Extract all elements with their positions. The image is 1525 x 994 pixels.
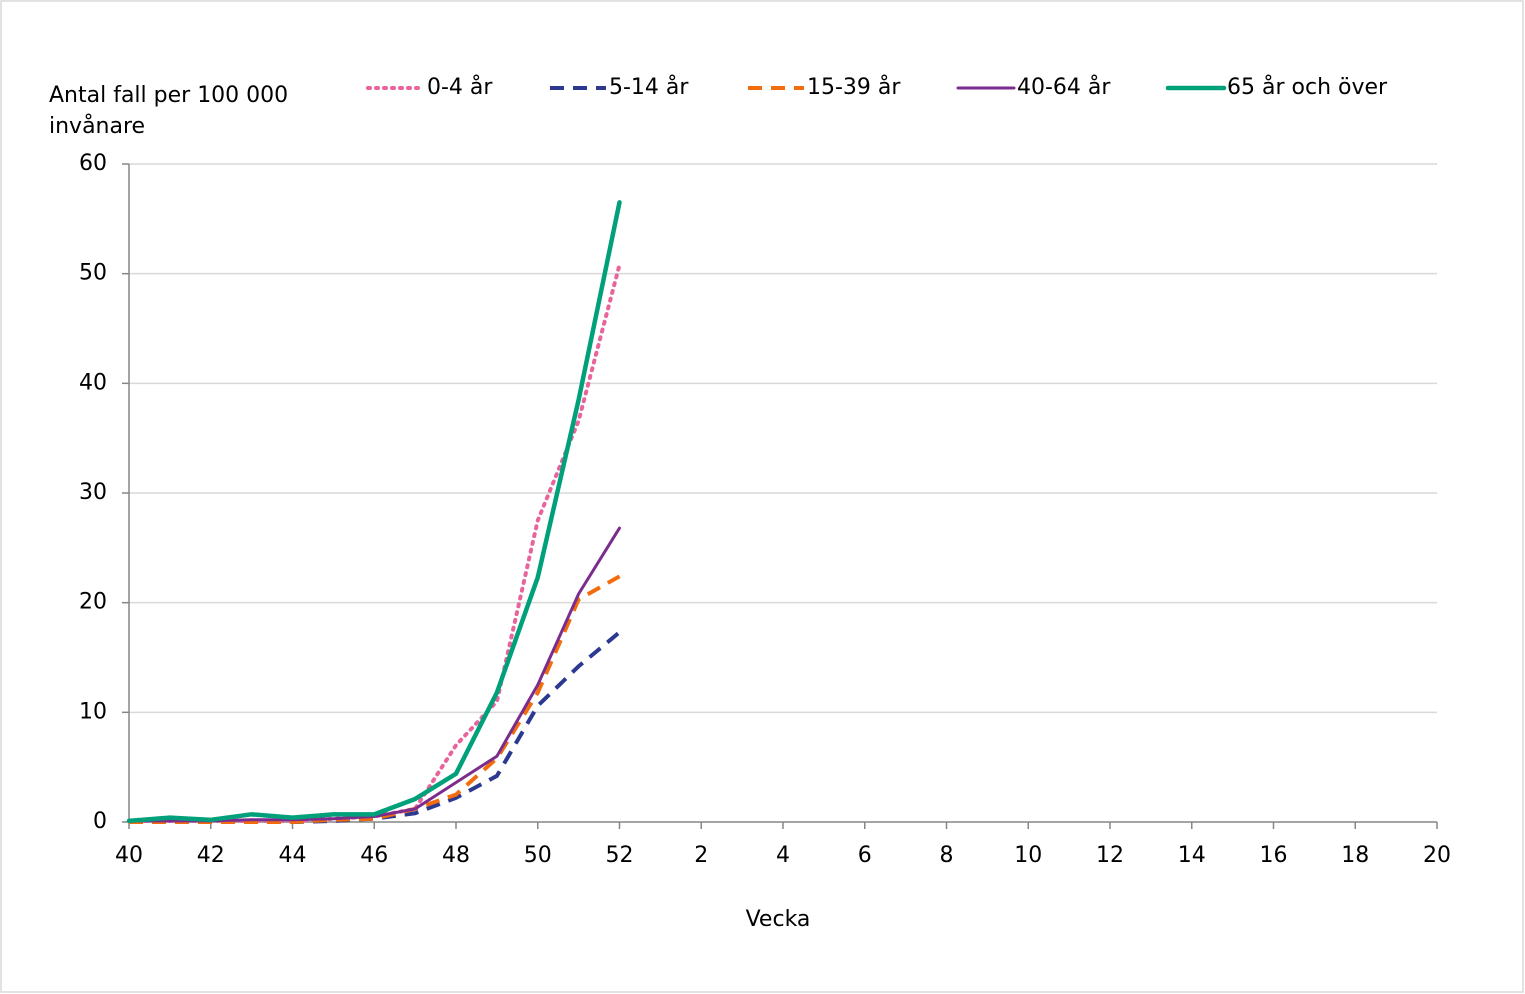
y-tick-label: 10 <box>79 699 107 724</box>
x-tick-label: 18 <box>1341 843 1369 868</box>
x-tick-label: 44 <box>279 843 307 868</box>
y-axis-label: Antal fall per 100 000 invånare <box>49 83 289 139</box>
x-tick-label: 52 <box>606 843 634 868</box>
x-tick-label: 10 <box>1014 843 1042 868</box>
x-tick-label: 48 <box>442 843 470 868</box>
x-tick-label: 16 <box>1260 843 1288 868</box>
x-tick-label: 12 <box>1096 843 1124 868</box>
x-tick-label: 50 <box>524 843 552 868</box>
legend-label: 65 år och över <box>1227 74 1388 100</box>
legend-label: 40-64 år <box>1017 74 1111 100</box>
x-tick-label: 8 <box>940 843 954 868</box>
y-tick-label: 60 <box>79 151 107 176</box>
y-tick-label: 0 <box>93 809 107 834</box>
x-tick-label: 20 <box>1423 843 1451 868</box>
y-tick-label: 20 <box>79 590 107 615</box>
x-tick-label: 40 <box>115 843 143 868</box>
legend-label: 15-39 år <box>807 74 901 100</box>
x-tick-label: 6 <box>858 843 872 868</box>
legend-label: 5-14 år <box>609 74 689 100</box>
x-tick-label: 46 <box>360 843 388 868</box>
y-tick-label: 30 <box>79 480 107 505</box>
x-axis-label: Vecka <box>746 907 811 932</box>
x-tick-label: 14 <box>1178 843 1206 868</box>
x-tick-label: 4 <box>776 843 790 868</box>
series-line <box>126 200 622 824</box>
legend-label: 0-4 år <box>427 74 493 100</box>
y-tick-label: 40 <box>79 370 107 395</box>
y-tick-label: 50 <box>79 261 107 286</box>
x-tick-label: 2 <box>694 843 708 868</box>
x-tick-label: 42 <box>197 843 225 868</box>
